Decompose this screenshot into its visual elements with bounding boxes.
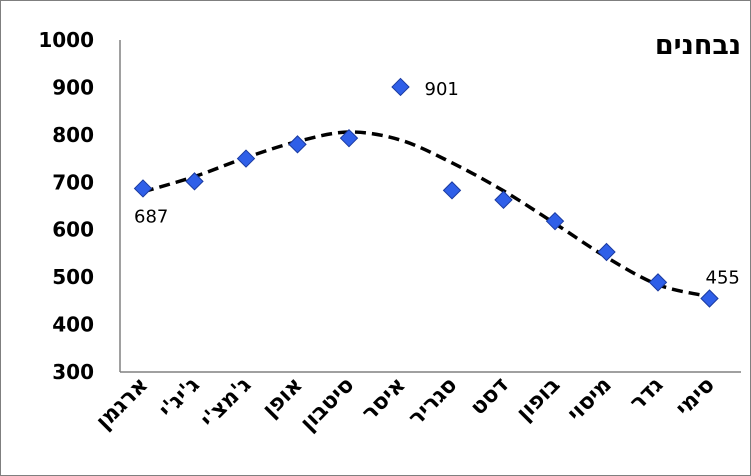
data-label: 901 xyxy=(425,79,459,100)
y-tick-label-1000: 1000 xyxy=(38,28,94,52)
y-tick-labels: 300 400 500 600 700 800 900 1000 xyxy=(38,28,94,384)
data-label: 455 xyxy=(706,267,740,288)
data-point-marker xyxy=(339,128,359,148)
data-point-marker xyxy=(236,149,256,168)
data-point-marker xyxy=(288,135,307,154)
data-labels: 687 901 455 xyxy=(134,79,740,289)
data-point-marker xyxy=(545,211,565,231)
data-point-marker xyxy=(133,179,153,198)
y-tick-label-800: 800 xyxy=(52,123,94,147)
data-point-marker xyxy=(442,181,462,200)
data-point-marker xyxy=(648,273,668,292)
y-tick-label-400: 400 xyxy=(52,313,94,337)
data-point-marker xyxy=(700,289,719,308)
data-point-marker xyxy=(597,242,616,262)
data-label: 687 xyxy=(134,206,168,227)
data-point-marker xyxy=(185,172,204,191)
y-tick-label-900: 900 xyxy=(52,75,94,99)
data-point-marker xyxy=(494,190,513,210)
data-point-marker xyxy=(391,77,410,97)
data-markers xyxy=(133,77,719,308)
chart-title: נבחנים xyxy=(655,30,741,61)
y-tick-label-700: 700 xyxy=(52,170,94,194)
y-tick-label-600: 600 xyxy=(52,218,94,242)
y-tick-label-500: 500 xyxy=(52,265,94,289)
y-tick-label-300: 300 xyxy=(52,360,94,384)
